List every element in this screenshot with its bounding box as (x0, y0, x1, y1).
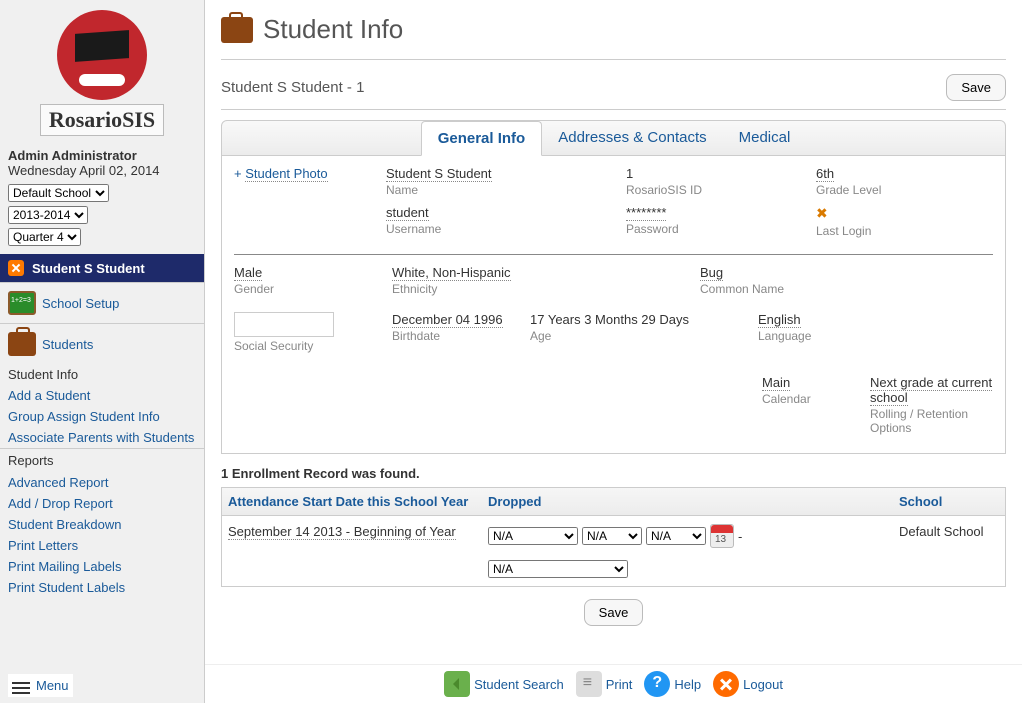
active-student-bar[interactable]: Student S Student (0, 254, 204, 282)
active-student-label: Student S Student (32, 261, 145, 276)
menu-toggle[interactable]: Menu (8, 674, 73, 697)
nav-report-letters[interactable]: Print Letters (0, 535, 204, 556)
nav-report-breakdown[interactable]: Student Breakdown (0, 514, 204, 535)
logout-icon (713, 671, 739, 697)
grade-level[interactable]: 6th (816, 166, 834, 182)
ethnicity[interactable]: White, Non-Hispanic (392, 265, 511, 281)
tabs: General Info Addresses & Contacts Medica… (221, 120, 1006, 156)
enrollment-row: September 14 2013 - Beginning of Year N/… (221, 516, 1006, 587)
student-search-link[interactable]: Student Search (444, 671, 564, 697)
logo-icon (57, 10, 147, 100)
enrollment-table-header: Attendance Start Date this School Year D… (221, 487, 1006, 516)
nav-sub-add-student[interactable]: Add a Student (0, 385, 204, 406)
calendar-icon[interactable] (710, 524, 734, 548)
dropped-select-3[interactable]: N/A (646, 527, 706, 545)
save-button[interactable]: Save (946, 74, 1006, 101)
age: 17 Years 3 Months 29 Days (530, 312, 750, 327)
ssn-input[interactable] (234, 312, 334, 337)
rosario-id: 1 (626, 166, 816, 181)
enroll-start[interactable]: September 14 2013 - Beginning of Year (228, 524, 456, 540)
nav-sub-group-assign[interactable]: Group Assign Student Info (0, 406, 204, 427)
main-content: Student Info Student S Student - 1 Save … (205, 0, 1022, 703)
calendar[interactable]: Main (762, 375, 790, 391)
password[interactable]: ******** (626, 205, 666, 221)
enrollment-count: 1 Enrollment Record was found. (221, 454, 1006, 487)
tab-addresses[interactable]: Addresses & Contacts (542, 121, 722, 155)
rolling[interactable]: Next grade at current school (870, 375, 992, 406)
col-start[interactable]: Attendance Start Date this School Year (228, 494, 488, 509)
school-select[interactable]: Default School (8, 184, 109, 202)
logo: RosarioSIS (0, 6, 204, 144)
hamburger-icon (12, 679, 30, 693)
nav-sub-student-info[interactable]: Student Info (0, 364, 204, 385)
tab-general[interactable]: General Info (421, 121, 543, 156)
username[interactable]: student (386, 205, 429, 221)
gender[interactable]: Male (234, 265, 262, 281)
print-link[interactable]: Print (576, 671, 633, 697)
nav-sub-associate-parents[interactable]: Associate Parents with Students (0, 427, 204, 448)
logout-link[interactable]: Logout (713, 671, 783, 697)
student-name[interactable]: Student S Student (386, 166, 492, 182)
lock-icon: ✖ (816, 205, 986, 222)
page-title: Student Info (221, 8, 1006, 55)
breadcrumb: Student S Student - 1 (221, 79, 364, 96)
reports-header: Reports (0, 448, 204, 472)
chalkboard-icon (8, 291, 36, 315)
help-link[interactable]: Help (644, 671, 701, 697)
logo-text: RosarioSIS (40, 104, 164, 136)
sidebar: RosarioSIS Admin Administrator Wednesday… (0, 0, 205, 703)
admin-date: Wednesday April 02, 2014 (0, 163, 204, 182)
nav-report-advanced[interactable]: Advanced Report (0, 472, 204, 493)
common-name[interactable]: Bug (700, 265, 723, 281)
dropped-select-1[interactable]: N/A (488, 527, 578, 545)
enroll-school: Default School (899, 524, 999, 539)
briefcase-icon (221, 17, 253, 43)
nav-report-mailing[interactable]: Print Mailing Labels (0, 556, 204, 577)
tab-medical[interactable]: Medical (723, 121, 807, 155)
student-photo-link[interactable]: + Student Photo (234, 166, 328, 182)
col-school[interactable]: School (899, 494, 999, 509)
language[interactable]: English (758, 312, 801, 328)
admin-name: Admin Administrator (0, 144, 204, 163)
general-panel: + Student Photo Student S Student Name 1… (221, 156, 1006, 454)
birthdate[interactable]: December 04 1996 (392, 312, 503, 328)
nav-students[interactable]: Students (0, 324, 204, 364)
dropped-select-4[interactable]: N/A (488, 560, 628, 578)
col-dropped[interactable]: Dropped (488, 494, 899, 509)
back-arrow-icon (444, 671, 470, 697)
briefcase-icon (8, 332, 36, 356)
help-icon (644, 671, 670, 697)
footer-bar: Student Search Print Help Logout (205, 664, 1022, 703)
close-icon[interactable] (8, 260, 24, 276)
print-icon (576, 671, 602, 697)
nav-report-studentlabels[interactable]: Print Student Labels (0, 577, 204, 598)
term-select[interactable]: Quarter 4 (8, 228, 81, 246)
save-button-bottom[interactable]: Save (584, 599, 644, 626)
nav-school-setup[interactable]: School Setup (0, 283, 204, 323)
year-select[interactable]: 2013-2014 (8, 206, 88, 224)
nav-report-adddrop[interactable]: Add / Drop Report (0, 493, 204, 514)
dropped-select-2[interactable]: N/A (582, 527, 642, 545)
